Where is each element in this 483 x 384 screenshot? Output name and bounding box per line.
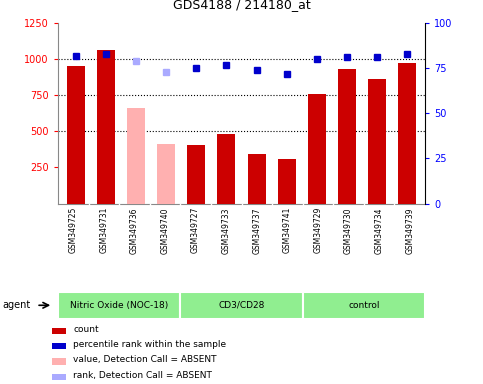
Text: GDS4188 / 214180_at: GDS4188 / 214180_at <box>172 0 311 12</box>
Bar <box>97 50 115 204</box>
Bar <box>308 94 326 204</box>
Text: GSM349734: GSM349734 <box>375 207 384 253</box>
Bar <box>217 134 236 204</box>
Bar <box>52 328 66 334</box>
Text: Nitric Oxide (NOC-18): Nitric Oxide (NOC-18) <box>70 301 168 310</box>
Bar <box>58 292 180 319</box>
Text: GSM349727: GSM349727 <box>191 207 200 253</box>
Bar <box>67 66 85 204</box>
Text: GSM349725: GSM349725 <box>69 207 78 253</box>
Text: GSM349731: GSM349731 <box>99 207 108 253</box>
Bar <box>247 154 266 204</box>
Text: value, Detection Call = ABSENT: value, Detection Call = ABSENT <box>73 355 217 364</box>
Text: GSM349736: GSM349736 <box>130 207 139 253</box>
Bar <box>303 292 425 319</box>
Bar <box>398 63 416 204</box>
Text: agent: agent <box>2 300 30 310</box>
Bar <box>157 144 175 204</box>
Bar <box>187 145 205 204</box>
Text: GSM349741: GSM349741 <box>283 207 292 253</box>
Text: GSM349737: GSM349737 <box>252 207 261 253</box>
Text: CD3/CD28: CD3/CD28 <box>218 301 265 310</box>
Text: GSM349739: GSM349739 <box>405 207 414 253</box>
Bar <box>52 343 66 349</box>
Bar <box>368 79 386 204</box>
Bar <box>52 374 66 380</box>
Text: GSM349730: GSM349730 <box>344 207 353 253</box>
Bar <box>278 159 296 204</box>
Text: GSM349733: GSM349733 <box>222 207 231 253</box>
Text: rank, Detection Call = ABSENT: rank, Detection Call = ABSENT <box>73 371 213 380</box>
Bar <box>127 108 145 204</box>
Text: percentile rank within the sample: percentile rank within the sample <box>73 340 227 349</box>
Bar <box>180 292 303 319</box>
Text: control: control <box>348 301 380 310</box>
Text: GSM349740: GSM349740 <box>160 207 170 253</box>
Text: GSM349729: GSM349729 <box>313 207 323 253</box>
Bar <box>338 69 356 204</box>
Text: count: count <box>73 324 99 334</box>
Bar <box>52 358 66 365</box>
